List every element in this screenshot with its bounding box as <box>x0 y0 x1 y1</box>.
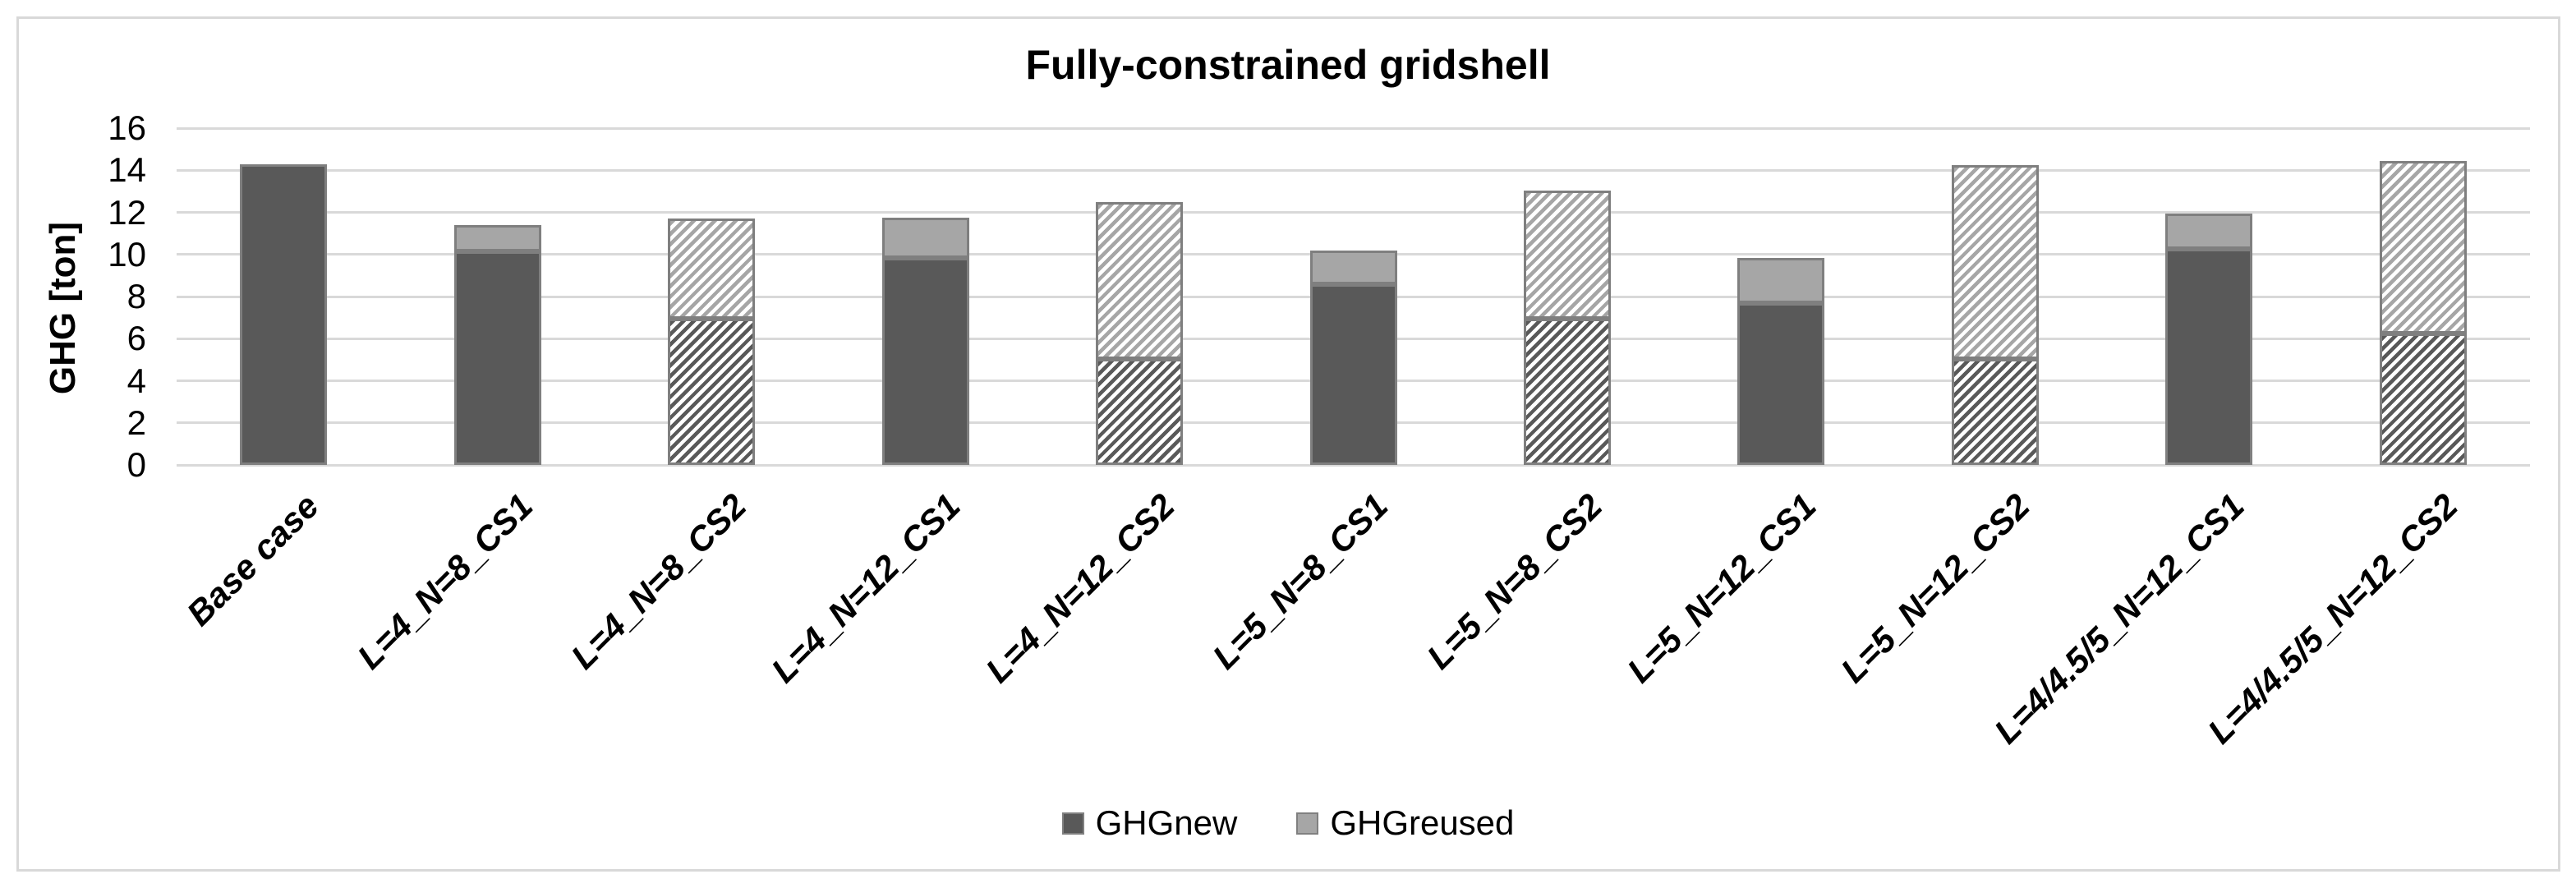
bar-segment-ghgnew[interactable] <box>1523 318 1611 465</box>
bar-segment-ghgreused[interactable] <box>1737 257 1825 303</box>
bar-segment-ghgnew[interactable] <box>668 318 756 465</box>
y-tick-label: 10 <box>108 234 146 274</box>
y-tick-label: 0 <box>126 445 146 484</box>
y-tick-label: 6 <box>126 319 146 358</box>
y-tick-label: 16 <box>108 108 146 147</box>
gridline <box>177 211 2530 214</box>
y-tick-label: 12 <box>108 192 146 232</box>
bar-segment-ghgnew[interactable] <box>2379 333 2467 465</box>
bar-segment-ghgnew[interactable] <box>1737 302 1825 465</box>
gridline <box>177 168 2530 172</box>
bar-segment-ghgnew[interactable] <box>881 257 969 465</box>
bar-segment-ghgreused[interactable] <box>668 219 756 319</box>
legend-label-ghgnew: GHGnew <box>1095 803 1238 842</box>
bar-segment-ghgreused[interactable] <box>2165 213 2253 250</box>
bar-segment-ghgreused[interactable] <box>1951 164 2039 359</box>
chart-frame <box>16 16 2560 872</box>
bar-segment-ghgnew[interactable] <box>1096 358 1184 465</box>
gridline <box>177 127 2530 130</box>
y-tick-label: 8 <box>126 277 146 315</box>
y-tick-label: 14 <box>108 150 146 190</box>
bar-segment-ghgreused[interactable] <box>2379 160 2467 334</box>
bar-segment-ghgreused[interactable] <box>1309 250 1397 284</box>
bar-segment-ghgreused[interactable] <box>881 217 969 258</box>
bar-segment-ghgnew[interactable] <box>240 163 328 465</box>
bar-segment-ghgreused[interactable] <box>1523 190 1611 319</box>
legend-item-ghgreused[interactable]: GHGreused <box>1296 803 1514 843</box>
bar-segment-ghgnew[interactable] <box>453 251 541 465</box>
bar-segment-ghgnew[interactable] <box>2165 249 2253 465</box>
gridline <box>177 463 2530 467</box>
chart-title: Fully-constrained gridshell <box>1025 42 1551 88</box>
y-tick-label: 4 <box>126 361 146 400</box>
bar-segment-ghgreused[interactable] <box>1096 201 1184 359</box>
legend-swatch-ghgnew <box>1061 812 1084 835</box>
y-tick-label: 2 <box>126 403 146 442</box>
legend-label-ghgreused: GHGreused <box>1330 803 1515 842</box>
bar-segment-ghgnew[interactable] <box>1309 283 1397 465</box>
legend-swatch-ghgreused <box>1296 812 1319 835</box>
bar-segment-ghgnew[interactable] <box>1951 358 2039 465</box>
legend-item-ghgnew[interactable]: GHGnew <box>1061 803 1238 843</box>
bar-segment-ghgreused[interactable] <box>453 224 541 251</box>
legend: GHGnew GHGreused <box>0 803 2576 843</box>
